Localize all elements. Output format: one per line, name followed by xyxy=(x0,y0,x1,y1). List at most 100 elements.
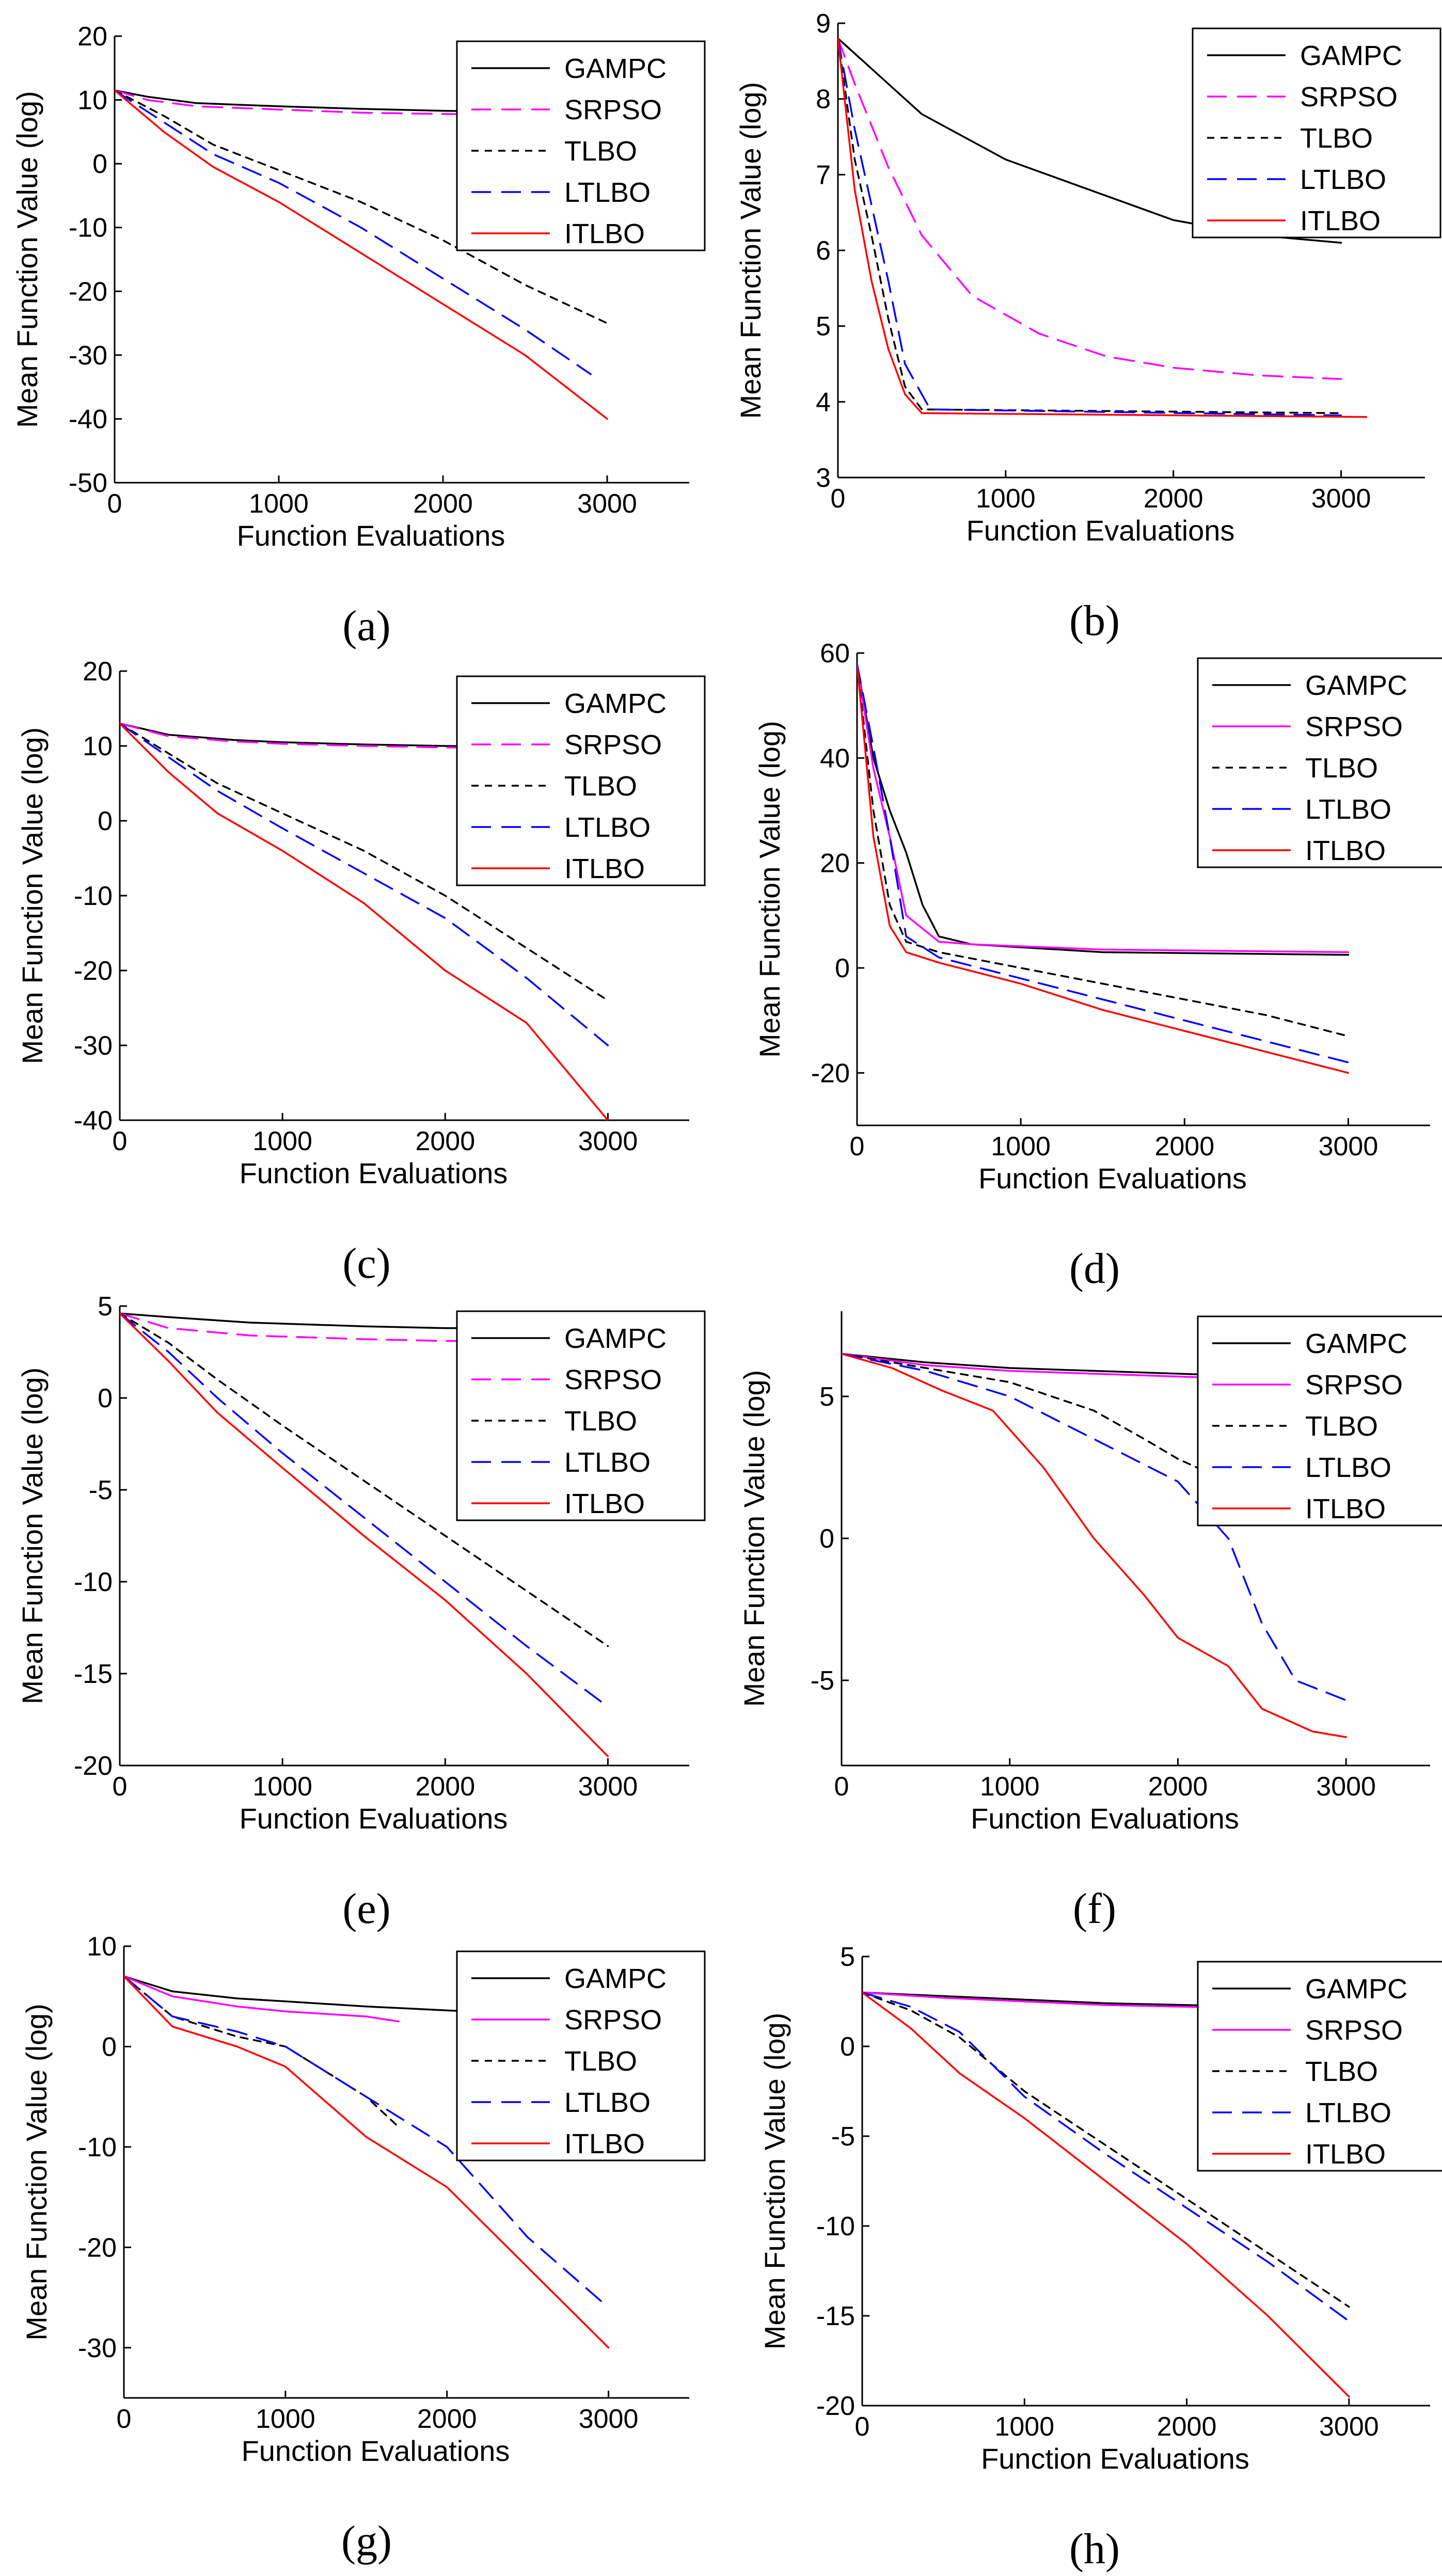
legend-label-tlbo: TLBO xyxy=(1300,123,1373,154)
chart-panel-4: 0 1000 2000 3000 -20 0 20 40 60 Function Evaluati… xyxy=(753,639,1442,1293)
legend: GAMPC SRPSO TLBO LTLBO ITLBO xyxy=(1197,1315,1442,1526)
legend: GAMPC SRPSO TLBO LTLBO ITLBO xyxy=(456,40,706,251)
x-tick-label: 2000 xyxy=(1144,484,1203,514)
panel-label: (d) xyxy=(1069,1245,1120,1293)
x-tick-label: 3000 xyxy=(1319,1132,1378,1162)
y-tick-label: 20 xyxy=(77,22,107,52)
y-tick-label: 0 xyxy=(92,149,107,179)
x-tick-label: 2000 xyxy=(1157,2412,1217,2442)
legend-label-tlbo: TLBO xyxy=(564,1406,637,1437)
x-tick-label: 2000 xyxy=(415,1126,475,1156)
legend-label-gampc: GAMPC xyxy=(564,1963,667,1994)
legend-label-srpso: SRPSO xyxy=(1305,2015,1403,2046)
chart-panel-7: 0 1000 2000 3000 -30 -20 -10 0 10 Function Evalua… xyxy=(20,1932,706,2565)
series-ltlbo-line xyxy=(857,662,1350,1063)
x-tick-label: 3000 xyxy=(1316,1772,1376,1802)
legend-label-gampc: GAMPC xyxy=(1305,1328,1407,1359)
legend-label-ltlbo: LTLBO xyxy=(1305,1452,1391,1483)
series-ltlbo-line xyxy=(120,1312,609,1708)
x-axis-title: Function Evaluations xyxy=(978,1162,1247,1195)
legend: GAMPC SRPSO TLBO LTLBO ITLBO xyxy=(456,1950,706,2161)
series-srpso-line xyxy=(838,37,1342,380)
y-axis-title: Mean Function Value (log) xyxy=(753,721,786,1058)
legend: GAMPC SRPSO TLBO LTLBO ITLBO xyxy=(1197,657,1442,868)
x-tick-label: 1000 xyxy=(252,1772,312,1802)
legend-label-ltlbo: LTLBO xyxy=(564,177,651,208)
y-tick-label: -20 xyxy=(74,956,113,986)
legend-label-srpso: SRPSO xyxy=(564,2005,662,2036)
y-tick-label: 0 xyxy=(819,1524,834,1554)
x-tick-label: 0 xyxy=(113,1126,128,1156)
panel-label: (f) xyxy=(1073,1885,1116,1933)
y-tick-label: -30 xyxy=(74,1031,113,1061)
y-tick-label: 10 xyxy=(83,732,113,761)
x-tick-label: 3000 xyxy=(579,2404,639,2434)
y-tick-label: 0 xyxy=(98,806,113,836)
y-tick-label: -10 xyxy=(816,2212,855,2241)
y-tick-label: -10 xyxy=(74,1567,113,1597)
series-itlbo-line xyxy=(124,1975,610,2349)
legend-label-srpso: SRPSO xyxy=(1300,82,1398,113)
x-tick-label: 3000 xyxy=(1311,484,1371,514)
series-itlbo-line xyxy=(120,1312,609,1757)
x-tick-label: 2000 xyxy=(417,2404,477,2434)
legend-label-itlbo: ITLBO xyxy=(564,1488,645,1519)
legend-label-srpso: SRPSO xyxy=(1305,711,1403,742)
series-itlbo-line xyxy=(842,1353,1347,1738)
legend-label-itlbo: ITLBO xyxy=(1305,835,1386,866)
legend-label-tlbo: TLBO xyxy=(1305,753,1378,784)
y-tick-label: -5 xyxy=(831,2122,855,2152)
x-tick-label: 2000 xyxy=(1154,1132,1214,1162)
legend-box xyxy=(1197,657,1442,868)
legend-label-ltlbo: LTLBO xyxy=(564,812,651,843)
y-tick-label: 0 xyxy=(835,953,850,983)
series-ltlbo-line xyxy=(120,722,609,1046)
chart-panel-8: 0 1000 2000 3000 -20 -15 -10 -5 0 5 Function Evalu… xyxy=(758,1942,1442,2573)
y-tick-label: -10 xyxy=(74,881,113,911)
y-tick-label: 0 xyxy=(102,2032,117,2062)
legend: GAMPC SRPSO TLBO LTLBO ITLBO xyxy=(1192,27,1441,238)
y-tick-label: 20 xyxy=(83,657,113,687)
legend-label-srpso: SRPSO xyxy=(564,1364,662,1395)
y-tick-label: 5 xyxy=(98,1292,113,1322)
y-tick-label: -20 xyxy=(78,2233,117,2263)
legend-label-itlbo: ITLBO xyxy=(564,853,645,884)
series-itlbo-line xyxy=(115,89,608,420)
x-tick-label: 0 xyxy=(117,2404,132,2434)
y-tick-label: -40 xyxy=(69,404,107,434)
y-axis-title: Mean Function Value (log) xyxy=(758,2013,791,2350)
x-axis-title: Function Evaluations xyxy=(242,2435,510,2467)
legend-box xyxy=(456,675,706,886)
x-tick-label: 0 xyxy=(831,484,846,514)
series-tlbo-line xyxy=(862,1991,1350,2308)
x-tick-label: 3000 xyxy=(578,1126,638,1156)
legend-label-tlbo: TLBO xyxy=(564,2046,637,2077)
legend-label-ltlbo: LTLBO xyxy=(1305,794,1391,825)
y-tick-label: 20 xyxy=(820,849,850,879)
legend-label-itlbo: ITLBO xyxy=(564,2128,645,2159)
x-tick-label: 3000 xyxy=(1319,2412,1379,2442)
y-axis-title: Mean Function Value (log) xyxy=(734,82,767,419)
y-tick-label: -15 xyxy=(816,2301,855,2331)
y-tick-label: 5 xyxy=(819,1382,834,1412)
legend-box xyxy=(456,1950,706,2161)
y-tick-label: -30 xyxy=(78,2333,117,2363)
x-axis-title: Function Evaluations xyxy=(981,2442,1249,2475)
x-tick-label: 0 xyxy=(855,2412,870,2442)
series-ltlbo-line xyxy=(862,1991,1350,2323)
legend-label-itlbo: ITLBO xyxy=(1300,205,1381,236)
x-tick-label: 1000 xyxy=(256,2404,315,2434)
x-axis-title: Function Evaluations xyxy=(966,514,1235,547)
y-tick-label: -20 xyxy=(811,1058,850,1088)
y-tick-label: 6 xyxy=(816,236,831,266)
y-tick-label: -5 xyxy=(89,1475,113,1505)
y-tick-label: 0 xyxy=(98,1384,113,1413)
series-tlbo-line xyxy=(838,37,1342,415)
chart-panel-5: 0 1000 2000 3000 -20 -15 -10 -5 0 5 Function Evalu… xyxy=(16,1292,706,1933)
x-tick-label: 2000 xyxy=(415,1772,475,1802)
x-tick-label: 1000 xyxy=(980,1772,1040,1802)
panel-label: (a) xyxy=(342,602,390,650)
x-tick-label: 2000 xyxy=(413,489,473,519)
x-tick-label: 0 xyxy=(113,1772,128,1802)
legend-label-ltlbo: LTLBO xyxy=(1300,164,1386,195)
